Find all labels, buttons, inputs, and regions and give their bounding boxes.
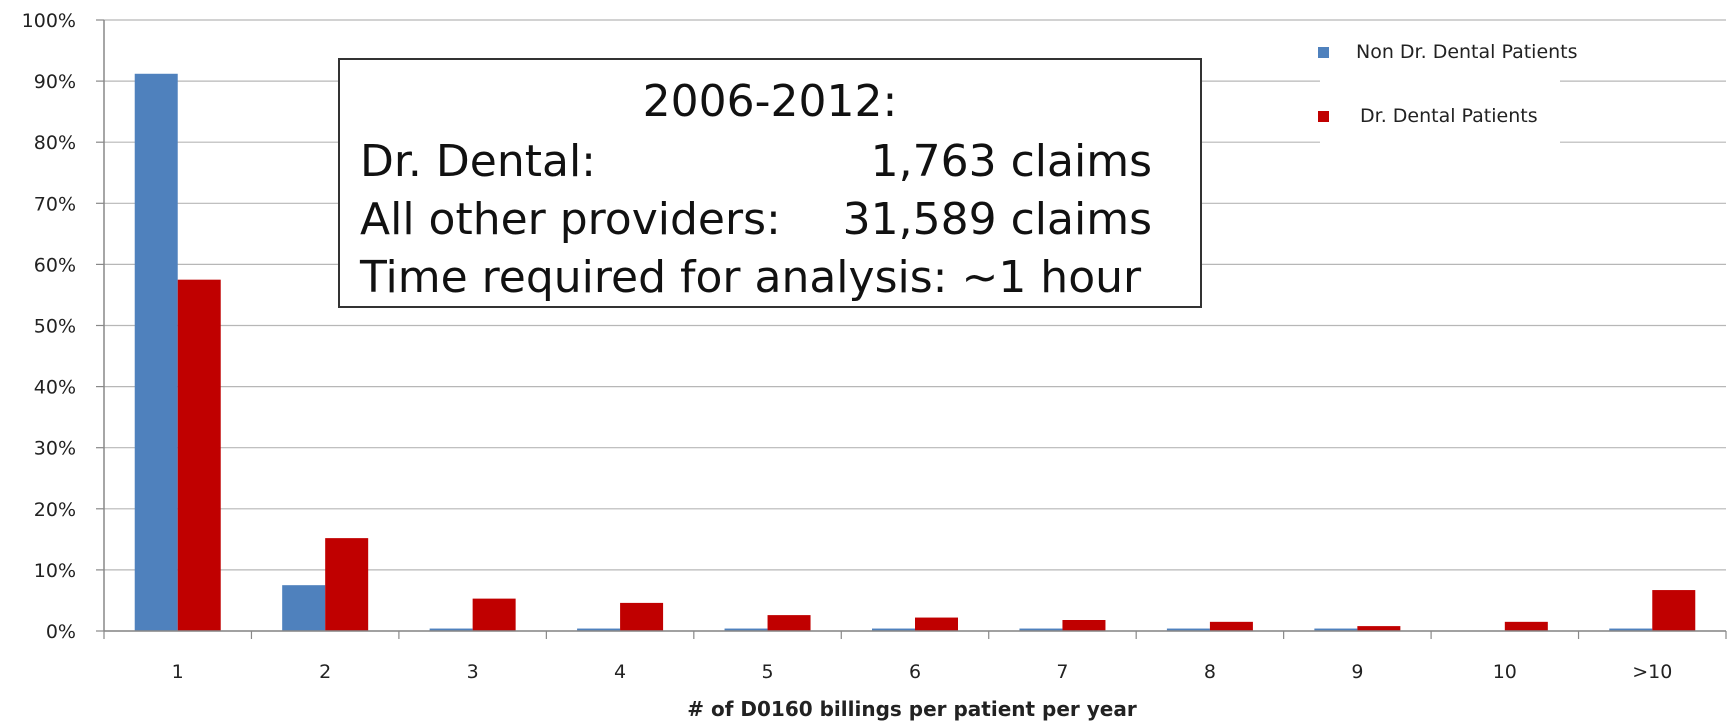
legend-swatch-dr-dental bbox=[1318, 111, 1329, 122]
x-tick-label: 2 bbox=[319, 661, 331, 683]
bar-non-dr-dental-8 bbox=[1166, 628, 1210, 631]
legend-label-non-dr-dental: Non Dr. Dental Patients bbox=[1356, 41, 1578, 63]
x-tick-label: 1 bbox=[172, 661, 184, 683]
y-tick-label: 10% bbox=[34, 560, 76, 582]
bar-dr-dental-9 bbox=[1357, 626, 1401, 631]
bar-dr-dental-1 bbox=[177, 279, 221, 631]
y-tick-label: 40% bbox=[34, 377, 76, 399]
bar-non-dr-dental-1 bbox=[134, 73, 178, 631]
bar-dr-dental-2 bbox=[325, 538, 369, 631]
y-axis-ticks: 0% 10% 20% 30% 40% 50% 60% 70% 80% 90% 100% bbox=[22, 10, 105, 643]
x-tick-label: >10 bbox=[1632, 661, 1672, 683]
annotation-label-other-providers: All other providers: bbox=[360, 194, 781, 245]
y-tick-label: 20% bbox=[34, 499, 76, 521]
bar-dr-dental-11 bbox=[1652, 590, 1696, 631]
x-tick-label: 7 bbox=[1056, 661, 1068, 683]
bar-non-dr-dental-6 bbox=[872, 628, 915, 631]
y-tick-label: 60% bbox=[34, 254, 76, 276]
bar-dr-dental-6 bbox=[915, 617, 958, 631]
bar-non-dr-dental-7 bbox=[1019, 628, 1063, 631]
bar-dr-dental-8 bbox=[1209, 621, 1253, 631]
annotation-value-dr-dental: 1,763 claims bbox=[870, 136, 1152, 187]
y-tick-label: 70% bbox=[34, 193, 76, 215]
bar-non-dr-dental-3 bbox=[429, 628, 473, 631]
bar-dr-dental-3 bbox=[472, 598, 516, 631]
bar-dr-dental-10 bbox=[1504, 621, 1548, 631]
bar-dr-dental-5 bbox=[767, 615, 811, 631]
x-axis-label: # of D0160 billings per patient per year bbox=[687, 697, 1137, 721]
legend-swatch-non-dr-dental bbox=[1318, 47, 1329, 58]
annotation-value-other-providers: 31,589 claims bbox=[842, 194, 1152, 245]
legend: Non Dr. Dental Patients Dr. Dental Patie… bbox=[1318, 40, 1578, 158]
bar-non-dr-dental-5 bbox=[724, 628, 768, 631]
legend-label-dr-dental: Dr. Dental Patients bbox=[1360, 105, 1538, 127]
y-tick-label: 0% bbox=[46, 621, 76, 643]
bar-non-dr-dental-9 bbox=[1314, 628, 1358, 631]
annotation-title: 2006-2012: bbox=[642, 76, 898, 127]
y-tick-label: 30% bbox=[34, 438, 76, 460]
bar-dr-dental-7 bbox=[1062, 620, 1106, 631]
bar-non-dr-dental-11 bbox=[1609, 628, 1653, 631]
bar-dr-dental-4 bbox=[620, 602, 664, 631]
y-tick-label: 100% bbox=[22, 10, 76, 32]
annotation-label-dr-dental: Dr. Dental: bbox=[360, 136, 597, 187]
y-tick-label: 80% bbox=[34, 132, 76, 154]
y-tick-label: 50% bbox=[34, 316, 76, 338]
x-tick-label: 3 bbox=[467, 661, 479, 683]
x-tick-label: 5 bbox=[761, 661, 773, 683]
annotation-analysis-time: Time required for analysis: ~1 hour bbox=[360, 252, 1142, 303]
y-tick-label: 90% bbox=[34, 71, 76, 93]
x-tick-label: 9 bbox=[1351, 661, 1363, 683]
x-tick-label: 10 bbox=[1493, 661, 1517, 683]
bars bbox=[134, 73, 1696, 631]
x-axis-ticks: 1 2 3 4 5 6 7 8 9 10 >10 bbox=[103, 631, 1727, 683]
x-tick-label: 6 bbox=[909, 661, 921, 683]
bar-non-dr-dental-4 bbox=[577, 628, 621, 631]
bar-non-dr-dental-2 bbox=[282, 585, 326, 631]
annotation-box: 2006-2012: Dr. Dental: 1,763 claims All … bbox=[338, 58, 1202, 308]
x-tick-label: 4 bbox=[614, 661, 626, 683]
x-tick-label: 8 bbox=[1204, 661, 1216, 683]
